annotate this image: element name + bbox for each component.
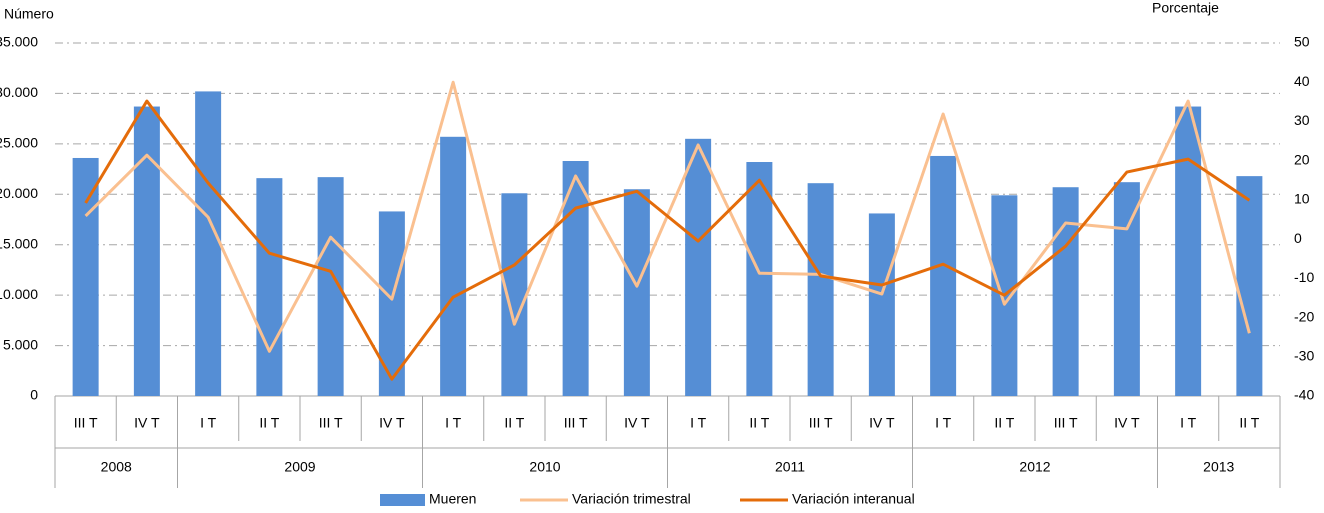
- x-tick-label: IV T: [624, 415, 650, 431]
- legend-label: Variación trimestral: [572, 491, 691, 507]
- y-tick-label: 0: [30, 387, 38, 403]
- y2-tick-label: -20: [1294, 308, 1314, 324]
- x-tick-label: III T: [1054, 415, 1078, 431]
- y-axis-label: Número: [4, 6, 54, 22]
- bar: [685, 138, 712, 397]
- y2-tick-label: 0: [1294, 230, 1302, 246]
- x-tick-label: III T: [319, 415, 343, 431]
- bar: [623, 189, 650, 396]
- bar: [868, 213, 895, 396]
- y2-tick-label: 30: [1294, 112, 1310, 128]
- group-label: 2013: [1203, 459, 1234, 475]
- bar: [1052, 187, 1079, 396]
- x-tick-label: IV T: [1114, 415, 1140, 431]
- bar: [746, 162, 773, 396]
- bar: [930, 155, 957, 396]
- x-tick-label: I T: [445, 415, 462, 431]
- y2-axis-label: Porcentaje: [1152, 0, 1219, 16]
- x-tick-label: II T: [994, 415, 1014, 431]
- bar: [133, 106, 160, 396]
- legend-swatch: [380, 494, 425, 506]
- x-tick-label: I T: [935, 415, 952, 431]
- y-tick-label: 5.000: [3, 336, 38, 352]
- legend-label: Variación interanual: [792, 491, 915, 507]
- x-tick-label: I T: [690, 415, 707, 431]
- line: [84, 99, 1251, 381]
- y2-tick-label: -10: [1294, 269, 1314, 285]
- group-label: 2009: [284, 459, 315, 475]
- x-tick-label: IV T: [869, 415, 895, 431]
- x-tick-label: III T: [74, 415, 98, 431]
- x-tick-label: II T: [259, 415, 279, 431]
- bar: [1113, 182, 1140, 396]
- y2-tick-label: 10: [1294, 191, 1310, 207]
- x-tick-label: II T: [749, 415, 769, 431]
- y2-tick-label: 50: [1294, 34, 1310, 50]
- y-tick-label: 20.000: [0, 185, 38, 201]
- bar: [501, 193, 528, 396]
- bar: [807, 183, 834, 396]
- y2-tick-label: -30: [1294, 347, 1314, 363]
- y2-tick-label: -40: [1294, 387, 1314, 403]
- y-tick-label: 30.000: [0, 84, 38, 100]
- x-tick-label: I T: [200, 415, 217, 431]
- group-label: 2011: [775, 459, 805, 475]
- y-tick-label: 15.000: [0, 235, 38, 251]
- x-tick-label: III T: [564, 415, 588, 431]
- bar: [1236, 176, 1263, 396]
- group-label: 2012: [1019, 459, 1050, 475]
- bar: [440, 136, 467, 396]
- y2-tick-label: 40: [1294, 73, 1310, 89]
- group-label: 2010: [529, 459, 560, 475]
- bar: [195, 91, 222, 396]
- bar: [72, 157, 99, 396]
- x-tick-label: I T: [1180, 415, 1197, 431]
- y2-tick-label: 20: [1294, 151, 1310, 167]
- y-tick-label: 25.000: [0, 135, 38, 151]
- x-tick-label: II T: [504, 415, 524, 431]
- x-tick-label: IV T: [134, 415, 160, 431]
- y-tick-label: 10.000: [0, 286, 38, 302]
- group-label: 2008: [101, 459, 132, 475]
- x-tick-label: III T: [809, 415, 833, 431]
- x-tick-label: II T: [1239, 415, 1259, 431]
- x-tick-label: IV T: [379, 415, 405, 431]
- bar: [256, 178, 283, 396]
- y-tick-label: 35.000: [0, 34, 38, 50]
- legend-label: Mueren: [429, 491, 476, 507]
- bar: [1175, 106, 1202, 396]
